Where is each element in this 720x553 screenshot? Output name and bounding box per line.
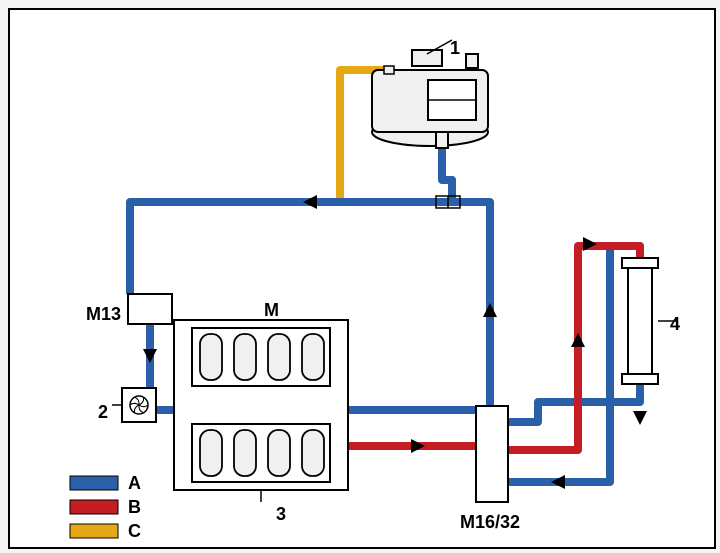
legend-label-C: C: [128, 521, 141, 542]
label-1: 1: [450, 38, 460, 59]
legend-label-A: A: [128, 473, 141, 494]
label-M13: M13: [86, 304, 121, 325]
label-4: 4: [670, 314, 680, 335]
label-M: M: [264, 300, 279, 321]
label-3: 3: [276, 504, 286, 525]
diagram-svg: [10, 10, 714, 547]
legend-label-B: B: [128, 497, 141, 518]
diagram-frame: 1 2 3 4 M M13 M16/32 A B C: [8, 8, 716, 549]
label-2: 2: [98, 402, 108, 423]
label-M1632: M16/32: [460, 512, 520, 533]
